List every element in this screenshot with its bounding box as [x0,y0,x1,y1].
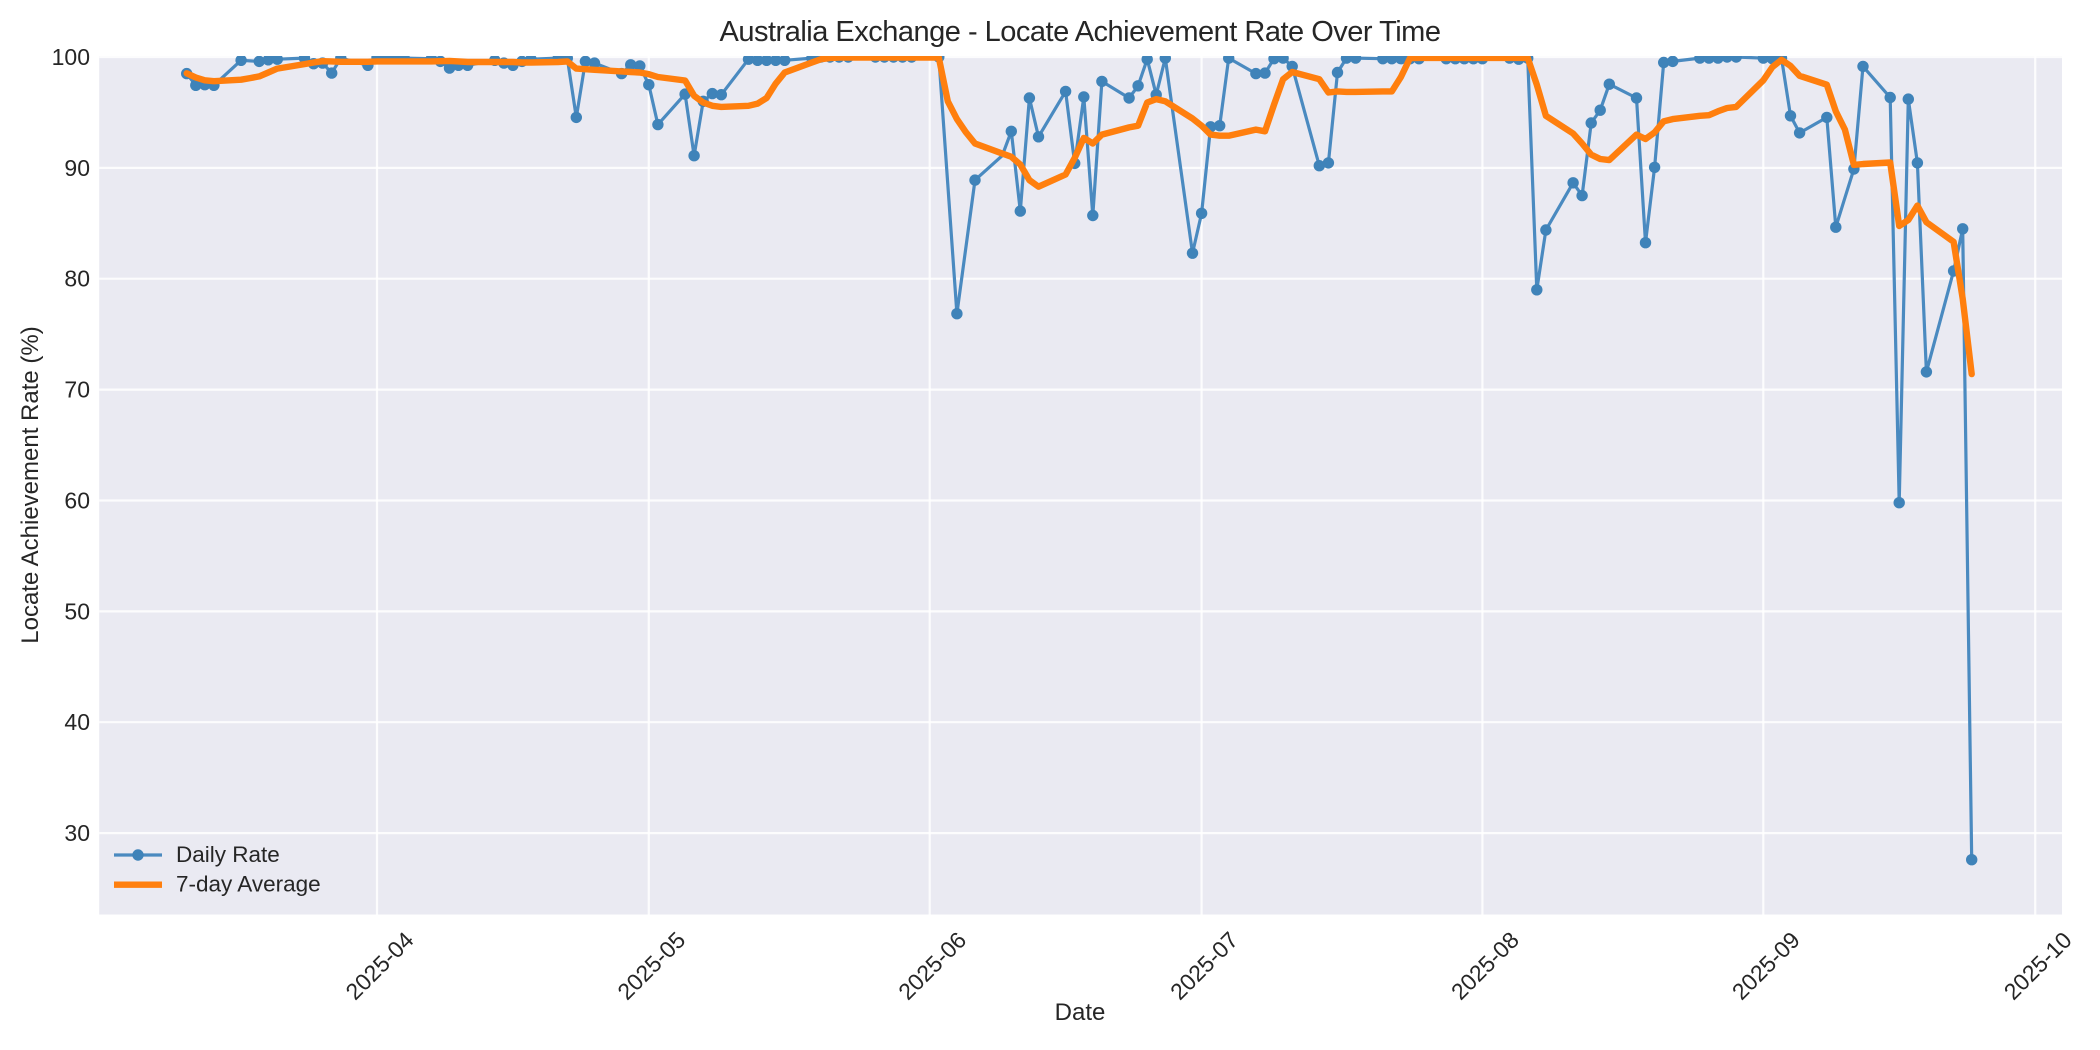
svg-text:7-day Average: 7-day Average [176,872,321,897]
svg-text:100: 100 [52,44,90,70]
svg-text:70: 70 [64,377,90,403]
svg-text:40: 40 [64,709,90,735]
svg-text:Daily Rate: Daily Rate [176,842,280,867]
svg-text:90: 90 [64,155,90,181]
svg-text:Locate Achievement Rate (%): Locate Achievement Rate (%) [17,326,44,644]
svg-text:50: 50 [64,598,90,624]
svg-text:80: 80 [64,266,90,292]
svg-text:Australia Exchange - Locate Ac: Australia Exchange - Locate Achievement … [720,16,1441,48]
svg-text:60: 60 [64,488,90,514]
svg-text:30: 30 [64,820,90,846]
svg-text:Date: Date [1055,999,1106,1026]
